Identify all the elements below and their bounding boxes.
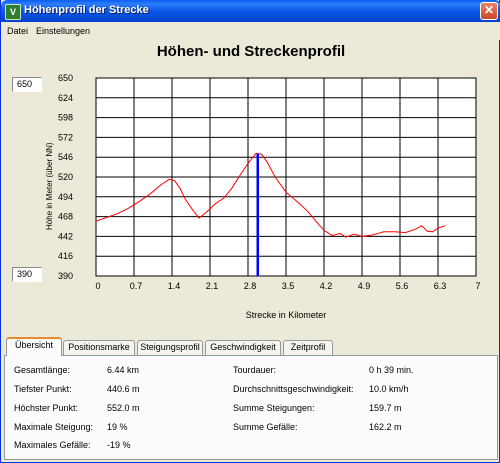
- stat-value: 552.0 m: [107, 403, 140, 413]
- stat-label: Summe Gefälle:: [233, 422, 298, 432]
- title-bar[interactable]: V Höhenprofil der Strecke ✕: [1, 0, 500, 22]
- y-max-field[interactable]: 650: [12, 77, 42, 92]
- elevation-line: [95, 152, 446, 238]
- chart-title: Höhen- und Streckenprofil: [156, 43, 346, 60]
- stat-value: -19 %: [107, 440, 131, 450]
- tab-uebersicht[interactable]: Übersicht: [6, 337, 62, 356]
- stat-value: 162.2 m: [369, 422, 402, 432]
- stat-label: Höchster Punkt:: [14, 403, 79, 413]
- stat-label: Maximale Steigung:: [14, 422, 94, 432]
- elevation-chart[interactable]: 650 624 598 572 546 520 494 468 442 416 390 0 0.7 1.…: [1, 0, 500, 340]
- y-tick-label: 650: [58, 73, 73, 83]
- stat-value: 10.0 km/h: [369, 384, 409, 394]
- y-tick-label: 572: [58, 132, 73, 142]
- x-tick-label: 4.2: [320, 281, 333, 291]
- x-tick-label: 1.4: [168, 281, 181, 291]
- tab-zeitprofil[interactable]: Zeitprofil: [283, 340, 333, 355]
- stat-label: Tourdauer:: [233, 365, 277, 375]
- stat-value: 440.6 m: [107, 384, 140, 394]
- x-tick-label: 2.1: [206, 281, 219, 291]
- y-tick-label: 546: [58, 152, 73, 162]
- x-tick-label: 7: [475, 281, 480, 291]
- menu-einstellungen[interactable]: Einstellungen: [36, 26, 91, 36]
- x-tick-label: 6.3: [434, 281, 447, 291]
- menu-bar: Datei Einstellungen: [1, 22, 500, 40]
- x-tick-label: 3.5: [282, 281, 295, 291]
- y-tick-label: 598: [58, 113, 73, 123]
- y-tick-label: 390: [58, 271, 73, 281]
- x-tick-label: 5.6: [396, 281, 409, 291]
- x-tick-label: 0.7: [130, 281, 143, 291]
- stat-value: 159.7 m: [369, 403, 402, 413]
- menu-datei[interactable]: Datei: [7, 26, 29, 36]
- y-tick-label: 416: [58, 251, 73, 261]
- stat-value: 19 %: [107, 422, 128, 432]
- stat-label: Durchschnittsgeschwindigkeit:: [233, 384, 354, 394]
- close-icon: ✕: [483, 3, 495, 17]
- close-button[interactable]: ✕: [480, 2, 498, 20]
- x-tick-labels: 0 0.7 1.4 2.1 2.8 3.5 4.2 4.9 5.6 6.3 7: [95, 281, 480, 291]
- stat-value: 0 h 39 min.: [369, 365, 414, 375]
- app-icon: V: [5, 4, 21, 20]
- y-tick-label: 468: [58, 212, 73, 222]
- summary-panel: Gesamtlänge: 6.44 km Tiefster Punkt: 440…: [4, 355, 498, 460]
- tab-steigungsprofil[interactable]: Steigungsprofil: [137, 340, 203, 355]
- tab-positionsmarke[interactable]: Positionsmarke: [63, 340, 135, 355]
- y-tick-label: 442: [58, 231, 73, 241]
- y-tick-labels: 650 624 598 572 546 520 494 468 442 416 390: [58, 73, 73, 281]
- grid-lines: [96, 78, 476, 276]
- y-tick-label: 494: [58, 192, 73, 202]
- stat-label: Summe Steigungen:: [233, 403, 315, 413]
- stat-label: Tiefster Punkt:: [14, 384, 72, 394]
- x-axis-label: Strecke in Kilometer: [246, 310, 327, 320]
- y-min-field[interactable]: 390: [12, 267, 42, 282]
- x-tick-label: 4.9: [358, 281, 371, 291]
- stat-label: Maximales Gefälle:: [14, 440, 91, 450]
- y-tick-label: 520: [58, 172, 73, 182]
- tab-geschwindigkeit[interactable]: Geschwindigkeit: [205, 340, 281, 355]
- x-tick-label: 0: [95, 281, 100, 291]
- y-tick-label: 624: [58, 93, 73, 103]
- x-tick-label: 2.8: [244, 281, 257, 291]
- stat-label: Gesamtlänge:: [14, 365, 71, 375]
- stat-value: 6.44 km: [107, 365, 140, 375]
- window-title: Höhenprofil der Strecke: [24, 4, 149, 16]
